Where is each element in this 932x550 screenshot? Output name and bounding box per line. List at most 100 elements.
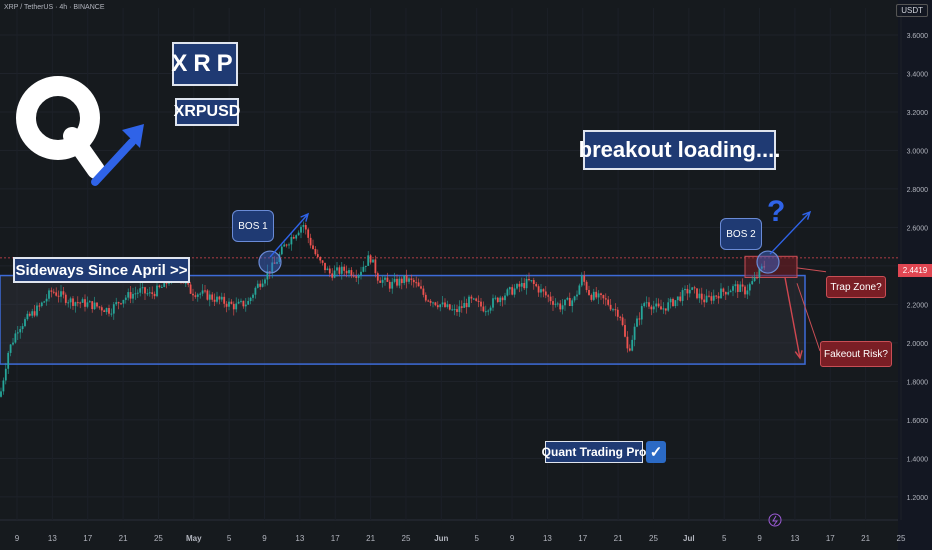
candle-body	[163, 281, 166, 287]
candle-body	[9, 344, 12, 353]
candle-body	[33, 311, 36, 316]
candle-body	[232, 303, 235, 310]
candle-body	[381, 279, 384, 283]
candle-body	[602, 295, 605, 299]
current-price-tag: 2.4419	[898, 264, 932, 277]
candle-body	[324, 262, 326, 271]
candle-body	[506, 289, 509, 296]
candle-body	[619, 316, 622, 318]
question-mark: ?	[767, 195, 786, 228]
candle-body	[117, 302, 120, 304]
candle-body	[744, 286, 746, 295]
candle-body	[264, 279, 266, 284]
candle-body	[508, 287, 511, 290]
candle-body	[681, 290, 684, 301]
candle-body	[710, 296, 713, 301]
candle-body	[110, 313, 113, 315]
candle-body	[194, 295, 197, 297]
fakeout-text: Fakeout Risk?	[824, 348, 888, 360]
currency-unit-badge[interactable]: USDT	[896, 4, 928, 17]
candle-body	[304, 225, 307, 230]
candle-body	[129, 292, 132, 299]
candle-body	[556, 303, 559, 305]
candle-body	[552, 301, 554, 305]
candle-body	[564, 299, 566, 306]
candle-body	[55, 292, 58, 296]
candle-body	[43, 301, 46, 303]
candle-body	[561, 305, 564, 310]
x-tick-label: 5	[474, 534, 479, 543]
candle-body	[446, 304, 449, 307]
x-tick-label: 25	[402, 534, 411, 543]
candle-body	[688, 289, 691, 294]
candle-body	[103, 310, 106, 313]
candle-body	[748, 284, 751, 291]
trap-zone-box	[744, 255, 798, 278]
candle-body	[388, 281, 391, 289]
q-logo-ring	[16, 76, 100, 160]
candle-body	[700, 293, 703, 300]
x-tick-label: 25	[897, 534, 906, 543]
bos2-breakout-arrow-head	[802, 210, 812, 220]
candle-body	[544, 291, 547, 296]
y-tick-label: 3.4000	[907, 71, 929, 78]
candle-body	[674, 300, 677, 306]
candle-body	[350, 270, 353, 276]
candle-body	[88, 301, 91, 303]
candle-body	[218, 296, 221, 300]
candle-body	[74, 302, 77, 306]
candle-body	[124, 297, 127, 300]
bos1-label: BOS 1	[232, 210, 274, 242]
candle-body	[480, 301, 482, 307]
x-tick-label: 9	[262, 534, 267, 543]
candle-body	[532, 280, 535, 284]
candle-body	[141, 287, 144, 289]
candle-body	[72, 298, 74, 306]
ticker-title: XRP	[171, 50, 239, 77]
candle-body	[12, 342, 14, 345]
candle-body	[52, 291, 55, 293]
candle-body	[312, 245, 314, 249]
candle-body	[160, 286, 163, 288]
candle-body	[664, 308, 667, 311]
candle-body	[48, 290, 50, 299]
candle-body	[753, 277, 756, 282]
candle-body	[228, 301, 230, 307]
x-tick-label: 13	[543, 534, 552, 543]
candle-body	[679, 296, 682, 301]
candle-body	[0, 391, 2, 397]
candle-body	[566, 297, 569, 300]
x-tick-label: 17	[83, 534, 92, 543]
candle-body	[760, 266, 763, 269]
candle-body	[326, 268, 329, 271]
candle-body	[415, 282, 418, 284]
candle-body	[237, 301, 240, 304]
candle-body	[676, 296, 679, 301]
candle-body	[422, 288, 425, 295]
y-tick-label: 3.6000	[907, 33, 929, 40]
candle-body	[199, 293, 202, 295]
x-tick-label: 17	[578, 534, 587, 543]
candle-body	[136, 292, 139, 294]
candle-body	[62, 291, 65, 295]
candle-body	[21, 326, 24, 330]
candle-body	[612, 309, 614, 311]
candle-body	[254, 287, 257, 295]
candle-body	[631, 339, 634, 351]
candle-body	[40, 302, 43, 306]
candle-body	[292, 237, 295, 239]
candle-body	[115, 302, 118, 305]
x-tick-label: 25	[649, 534, 658, 543]
candle-body	[727, 292, 730, 295]
candle-body	[592, 291, 595, 300]
lightning-icon	[768, 513, 782, 527]
candle-body	[477, 300, 480, 302]
candle-body	[220, 296, 223, 300]
checkmark-icon: ✓	[646, 441, 666, 463]
candle-body	[696, 288, 698, 299]
candle-body	[189, 284, 192, 294]
candle-body	[50, 290, 53, 292]
candle-body	[542, 289, 545, 292]
candle-body	[410, 278, 413, 280]
candle-body	[528, 278, 530, 281]
